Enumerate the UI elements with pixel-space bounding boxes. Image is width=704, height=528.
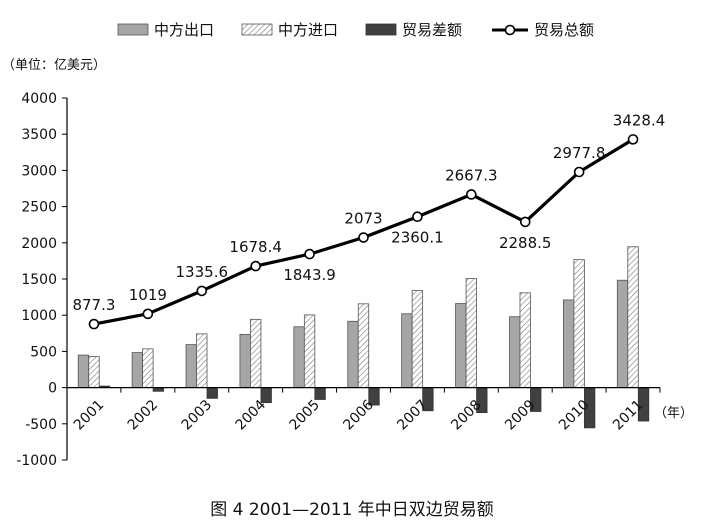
total-trade-label: 2073: [344, 210, 382, 228]
legend-swatch-export: [117, 23, 149, 36]
y-tick-label: 500: [30, 344, 57, 360]
total-trade-label: 2977.8: [553, 144, 606, 162]
import-bar: [303, 314, 316, 388]
legend-label-export: 中方出口: [154, 21, 214, 39]
total-trade-line: [93, 138, 634, 326]
total-trade-point: [573, 166, 585, 178]
x-tick-label: 2003: [179, 397, 216, 434]
export-bar: [347, 320, 359, 388]
import-bar: [465, 278, 477, 389]
y-tick-label: -1000: [16, 453, 57, 469]
import-bar: [627, 246, 639, 388]
total-trade-label: 2288.5: [499, 234, 552, 252]
y-tick-label: 0: [48, 381, 57, 397]
total-trade-point: [627, 134, 639, 145]
total-trade-label: 1843.9: [283, 266, 336, 284]
total-trade-point: [466, 189, 477, 200]
x-tick-label: 2002: [125, 397, 162, 434]
import-bar: [357, 303, 370, 388]
x-tick-label: 2005: [287, 397, 324, 434]
balance-bar: [206, 387, 218, 399]
total-trade-point: [519, 216, 531, 228]
total-trade-label: 3428.4: [613, 111, 666, 129]
legend-swatch-import: [241, 23, 273, 36]
import-bar: [519, 292, 531, 388]
y-tick-label: 3500: [21, 127, 57, 143]
import-bar: [411, 290, 424, 389]
export-bar: [616, 279, 629, 389]
export-bar: [185, 344, 197, 388]
import-bar: [142, 348, 154, 388]
y-tick-label: -500: [25, 417, 57, 433]
total-trade-label: 877.3: [72, 296, 115, 314]
export-bar: [131, 352, 144, 389]
export-bar: [239, 333, 251, 388]
total-trade-point: [412, 211, 423, 223]
balance-bar: [314, 387, 326, 400]
legend-label-balance: 贸易差额: [402, 21, 462, 39]
import-bar: [196, 333, 208, 389]
total-trade-point: [250, 260, 261, 272]
legend-label-import: 中方进口: [278, 21, 338, 39]
total-trade-label: 2360.1: [391, 229, 444, 247]
y-tick-label: 3000: [21, 163, 57, 179]
y-tick-label: 1500: [21, 272, 57, 288]
legend-label-total: 贸易总额: [534, 21, 594, 39]
total-trade-label: 1019: [129, 286, 167, 304]
y-tick-label: 1000: [21, 308, 57, 324]
import-bar: [250, 318, 262, 389]
y-tick-label: 2500: [21, 200, 57, 216]
total-trade-label: 1335.6: [176, 263, 229, 281]
total-trade-point: [142, 308, 154, 320]
balance-bar: [260, 387, 272, 404]
export-bar: [509, 316, 521, 388]
total-trade-point: [358, 232, 369, 243]
total-trade-label: 1678.4: [229, 238, 282, 256]
y-tick-label: 4000: [21, 91, 57, 107]
export-bar: [455, 303, 467, 389]
import-bar: [88, 356, 100, 388]
export-bar: [293, 326, 305, 388]
y-axis: -1000 -500 0 500 1000 1500 2000 2500 3000 3500 400…: [16, 91, 68, 469]
x-axis: 2001 2002 2003 2004 2005 2006 2007 2008 2009 2010…: [66, 387, 661, 434]
total-trade-point: [88, 318, 100, 330]
legend-swatch-total-marker: [504, 24, 516, 36]
export-bar: [77, 354, 90, 389]
chart-title: 图 4 2001—2011 年中日双边贸易额: [210, 500, 494, 520]
export-bar: [562, 299, 575, 389]
unit-label: （单位：亿美元）: [2, 58, 106, 73]
legend-swatch-balance: [365, 23, 397, 36]
import-bar: [573, 259, 585, 388]
y-tick-label: 2000: [21, 236, 57, 252]
x-unit-label: （年）: [654, 406, 693, 421]
total-trade-point: [304, 248, 315, 260]
total-trade-point: [196, 285, 208, 297]
legend: 中方出口 中方进口 贸易差额 贸易总额: [117, 21, 594, 39]
export-bar: [401, 313, 413, 389]
x-tick-label: 2001: [71, 397, 108, 434]
total-trade-label: 2667.3: [445, 166, 498, 184]
